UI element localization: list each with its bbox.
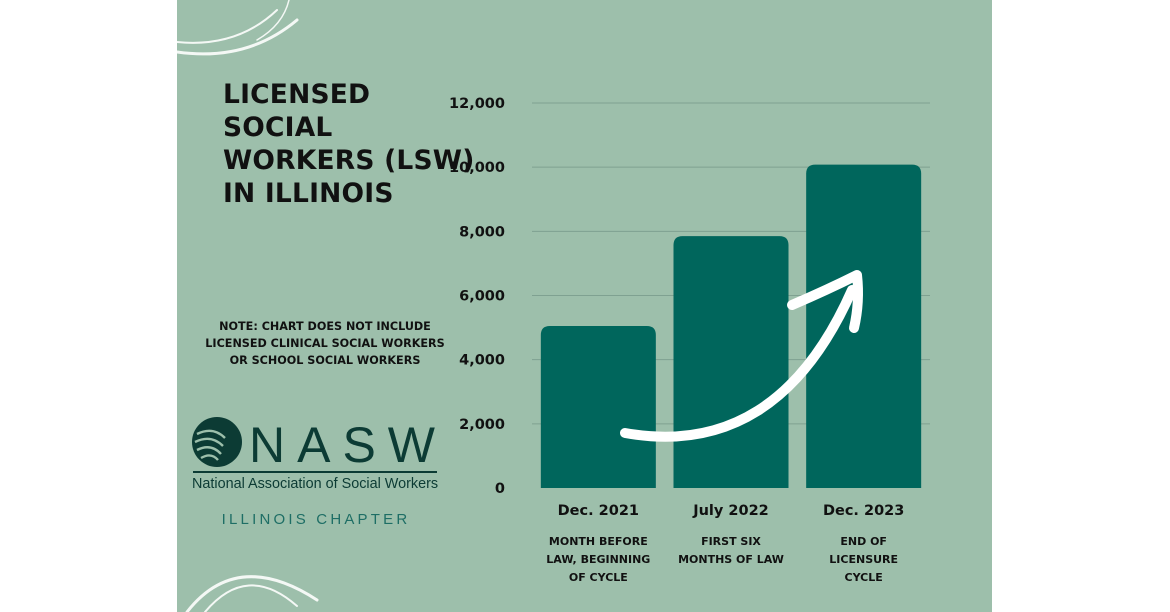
bottom-ring-outer: [185, 575, 319, 612]
nasw-logo: NASW: [192, 417, 441, 473]
category-description: END OF: [840, 535, 887, 548]
decorative-rings: [177, 0, 319, 612]
bar-1: [540, 325, 656, 488]
logo-org-name: National Association of Social Workers: [192, 476, 439, 492]
trend-arrow: [620, 270, 863, 442]
y-tick-label: 8,000: [459, 224, 505, 240]
bars: [540, 164, 922, 488]
bar-3: [806, 164, 922, 488]
category-description: CYCLE: [845, 571, 883, 584]
category-description: LICENSURE: [829, 553, 898, 566]
labels: 0 2,000 4,000 6,000 8,000 10,000 12,000 Dec. 20…: [449, 96, 904, 584]
trend-arrow-curve: [620, 285, 857, 442]
nasw-swirl-icon: [192, 417, 242, 467]
x-category-label: July 2022: [692, 503, 769, 519]
bottom-ring-inner: [204, 584, 298, 612]
category-description: LAW, BEGINNING: [546, 553, 650, 566]
y-tick-label: 2,000: [459, 417, 505, 433]
category-description: OF CYCLE: [569, 571, 628, 584]
bar-2: [673, 236, 789, 488]
infographic-panel: LICENSED SOCIAL WORKERS (LSW) IN ILLINOI…: [177, 0, 992, 612]
top-ring-arc: [256, 0, 290, 41]
logo-chapter: ILLINOIS CHAPTER: [221, 511, 411, 528]
x-category-label: Dec. 2023: [823, 503, 904, 519]
top-ring-outer: [177, 18, 299, 56]
y-tick-label: 10,000: [449, 160, 505, 176]
y-tick-label: 6,000: [459, 289, 505, 305]
x-category-label: Dec. 2021: [558, 503, 639, 519]
nasw-wordmark: NASW: [249, 417, 441, 473]
top-ring-inner: [177, 9, 278, 44]
category-description: FIRST SIX: [701, 535, 761, 548]
category-description: MONTHS OF LAW: [678, 553, 784, 566]
y-tick-label: 0: [495, 481, 505, 497]
bar-chart: 0 2,000 4,000 6,000 8,000 10,000 12,000 Dec. 20…: [449, 96, 930, 584]
y-tick-label: 4,000: [459, 353, 505, 369]
category-description: MONTH BEFORE: [549, 535, 648, 548]
y-tick-label: 12,000: [449, 96, 505, 112]
page-title: LICENSED SOCIAL WORKERS (LSW) IN ILLINOI…: [223, 79, 475, 209]
chart-note: NOTE: CHART DOES NOT INCLUDE LICENSED CL…: [205, 320, 445, 367]
trend-arrow-head: [787, 270, 863, 333]
